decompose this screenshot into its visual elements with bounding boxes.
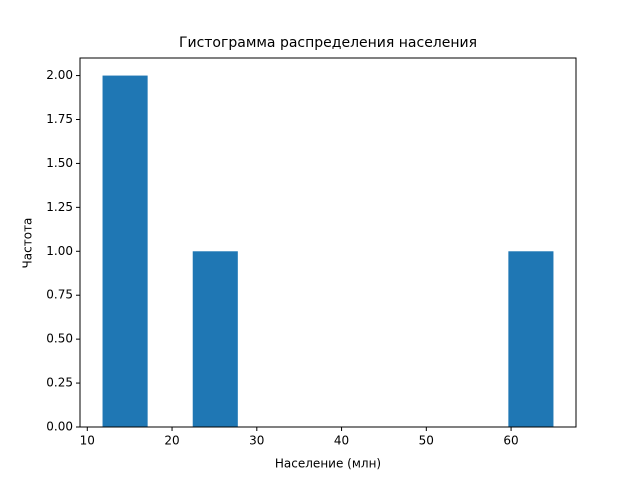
y-axis-label: Частота xyxy=(21,218,35,269)
x-tick-label: 10 xyxy=(80,434,95,448)
bar xyxy=(508,251,554,427)
bar xyxy=(102,75,148,428)
y-tick-label: 1.25 xyxy=(46,200,73,214)
x-tick-label: 40 xyxy=(334,434,349,448)
y-tick-label: 1.75 xyxy=(46,112,73,126)
y-tick-label: 0.00 xyxy=(46,420,73,434)
x-tick-label: 30 xyxy=(249,434,264,448)
x-axis-label: Население (млн) xyxy=(275,457,381,471)
y-tick-label: 2.00 xyxy=(46,68,73,82)
x-tick-label: 60 xyxy=(503,434,518,448)
y-tick-label: 0.75 xyxy=(46,288,73,302)
y-tick-label: 1.00 xyxy=(46,244,73,258)
y-tick-label: 0.50 xyxy=(46,332,73,346)
x-tick-label: 50 xyxy=(419,434,434,448)
y-tick-label: 0.25 xyxy=(46,376,73,390)
x-tick-label: 20 xyxy=(164,434,179,448)
y-tick-label: 1.50 xyxy=(46,156,73,170)
bar xyxy=(192,251,238,427)
chart-title: Гистограмма распределения населения xyxy=(179,35,477,51)
plot-frame xyxy=(79,57,577,428)
